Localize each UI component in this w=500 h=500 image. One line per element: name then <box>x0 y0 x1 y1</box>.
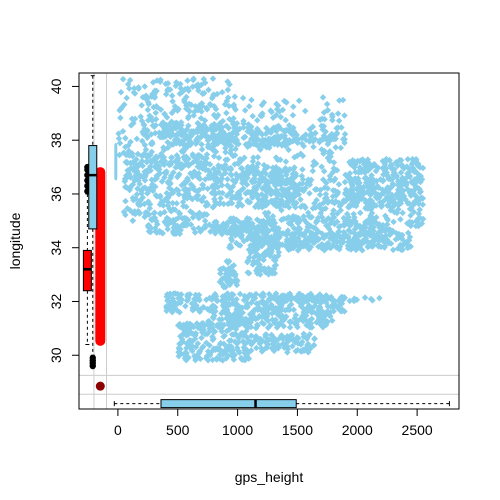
scatter-point <box>287 324 294 331</box>
scatter-point <box>299 166 306 173</box>
x-axis-title: gps_height <box>235 469 304 485</box>
scatter-point <box>310 144 317 151</box>
y-tick-label: 34 <box>48 240 64 256</box>
scatter-point <box>242 107 249 114</box>
scatter-strip <box>114 143 117 181</box>
axes: 0 500 1000 1500 2000 2500 30 32 34 36 38 40 <box>48 78 433 438</box>
x-tick-label: 2000 <box>342 422 373 438</box>
scatter-point <box>397 216 404 223</box>
scatter-point <box>416 206 423 213</box>
scatter-point <box>224 176 231 183</box>
y-tick-label: 40 <box>48 78 64 94</box>
scatter-point <box>335 110 342 117</box>
scatter-point <box>142 83 149 90</box>
scatter-point <box>225 87 232 94</box>
scatter-points <box>114 75 426 363</box>
scatter-point <box>290 112 297 119</box>
scatter-point <box>169 92 176 99</box>
scatter-point <box>164 226 171 233</box>
scatter-point <box>390 219 397 226</box>
scatter-point <box>222 149 229 156</box>
x-tick-label: 1000 <box>222 422 253 438</box>
scatter-point <box>282 117 289 124</box>
scatter-point <box>120 76 127 83</box>
scatter-point <box>362 294 369 301</box>
scatter-point <box>296 98 303 105</box>
scatter-point <box>153 110 160 117</box>
scatter-point <box>332 144 339 151</box>
scatter-point <box>341 112 348 119</box>
scatter-point <box>182 303 189 310</box>
y-tick-label: 32 <box>48 293 64 309</box>
scatter-point <box>122 135 129 142</box>
scatter-point <box>249 113 256 120</box>
scatter-point <box>290 104 297 111</box>
scatter-point <box>336 181 343 188</box>
scatter-point <box>338 145 345 152</box>
scatter-point <box>405 156 412 163</box>
scatter-point <box>320 94 327 101</box>
scatter-point <box>390 247 397 254</box>
y-box-present-outlier <box>90 355 96 361</box>
scatter-point <box>302 108 309 115</box>
scatter-point <box>324 101 331 108</box>
x-tick-label: 1500 <box>282 422 313 438</box>
scatter-point <box>117 140 124 147</box>
scatter-point <box>122 198 129 205</box>
scatter-point <box>138 102 145 109</box>
scatter-point <box>246 103 253 110</box>
y-axis-title: longitude <box>7 212 23 269</box>
y-box-present-box <box>89 146 97 229</box>
scatter-point <box>134 136 141 143</box>
y-box-missing-box <box>83 250 91 290</box>
scatter-point <box>283 158 290 165</box>
scatter-point <box>306 190 313 197</box>
scatter-point <box>210 75 217 82</box>
scatter-point <box>173 200 180 207</box>
missing-x-point <box>96 382 105 391</box>
x-tick-label: 2500 <box>402 422 433 438</box>
scatter-point <box>129 217 136 224</box>
scatter-point <box>255 154 262 161</box>
scatter-point <box>184 77 191 84</box>
x-tick-label: 0 <box>114 422 122 438</box>
scatter-point <box>199 146 206 153</box>
scatter-point <box>311 336 318 343</box>
scatter-point <box>223 110 230 117</box>
y-tick-label: 30 <box>48 347 64 363</box>
scatter-point <box>376 295 383 302</box>
x-box <box>161 400 296 408</box>
y-tick-label: 38 <box>48 132 64 148</box>
x-tick-label: 500 <box>166 422 190 438</box>
y-tick-label: 36 <box>48 186 64 202</box>
scatter-point <box>248 97 255 104</box>
scatter-point <box>240 95 247 102</box>
scatter-point <box>357 210 364 217</box>
scatter-point <box>310 168 317 175</box>
scatter-point <box>232 94 239 101</box>
scatter-point <box>216 155 223 162</box>
scatter-point <box>254 117 261 124</box>
scatter-point <box>336 117 343 124</box>
scatter-point <box>117 115 124 122</box>
scatter-point <box>123 95 130 102</box>
scatter-point <box>118 89 125 96</box>
scatter-point <box>145 107 152 114</box>
scatter-point <box>399 210 406 217</box>
